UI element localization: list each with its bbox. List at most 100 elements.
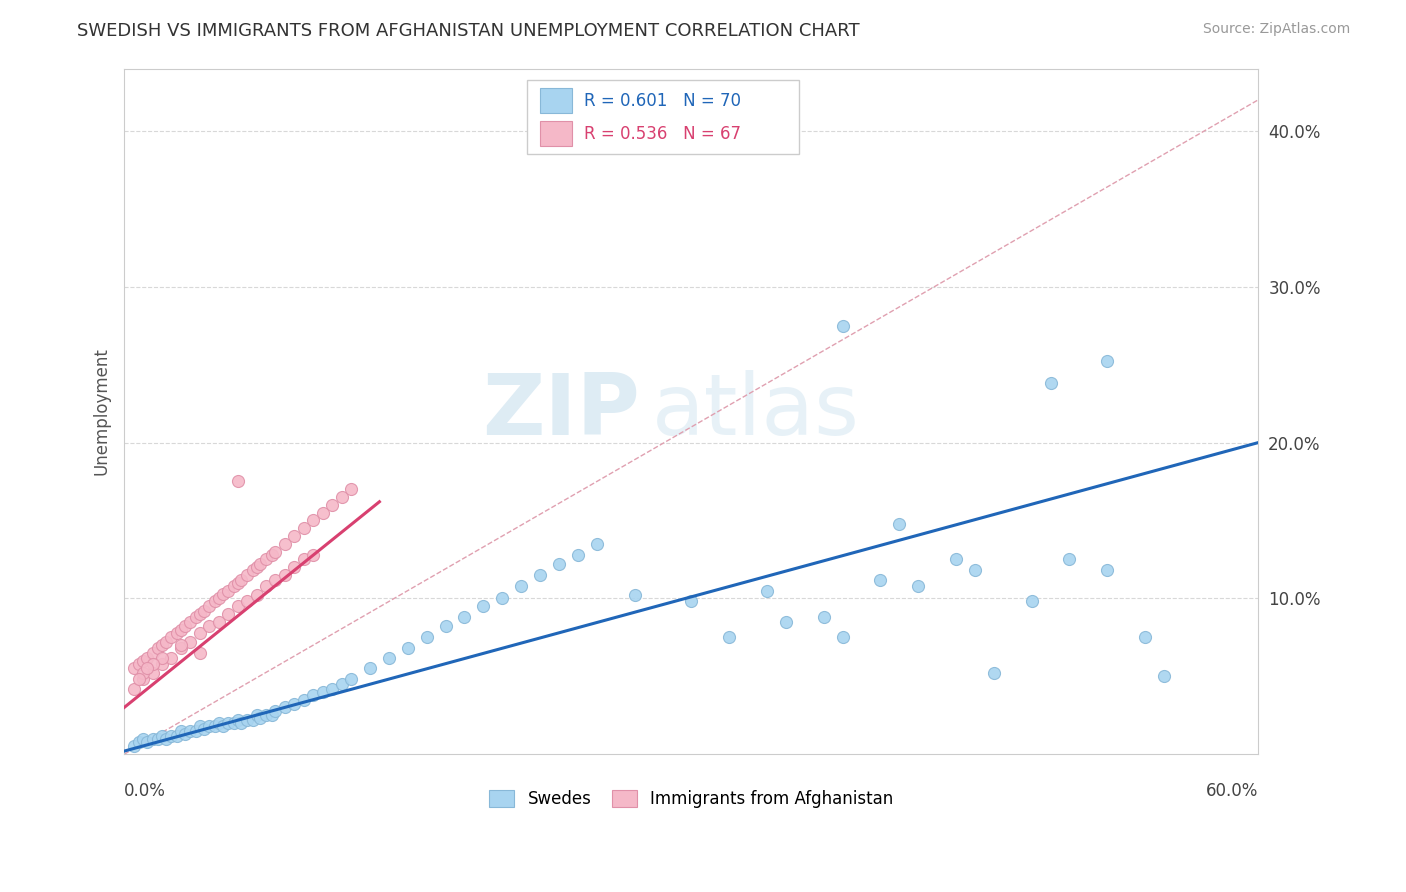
Point [585,537,607,551]
Point [142,666,165,681]
Point [226,713,249,727]
Point [148,641,170,656]
Point [135,735,157,749]
Point [211,719,233,733]
Point [231,573,253,587]
Point [148,731,170,746]
Point [155,731,177,746]
Point [529,568,551,582]
Point [249,711,271,725]
Point [245,588,267,602]
Point [831,630,853,644]
Point [292,552,315,566]
Point [193,604,215,618]
Text: R = 0.536   N = 67: R = 0.536 N = 67 [583,125,741,143]
Point [198,599,221,614]
Point [1021,594,1043,608]
Point [166,729,188,743]
Point [510,579,533,593]
Point [813,610,835,624]
Point [302,513,325,527]
Point [170,638,193,652]
Point [132,731,155,746]
Bar [540,88,572,113]
Point [135,650,157,665]
Point [242,713,264,727]
Point [226,475,249,489]
Point [198,619,221,633]
Point [340,483,363,497]
Point [122,739,145,754]
Point [567,548,589,562]
Point [330,490,353,504]
Point [170,641,193,656]
Point [1039,376,1062,391]
Point [330,677,353,691]
Point [204,594,226,608]
Point [132,666,155,681]
Point [321,498,343,512]
Point [217,583,239,598]
Point [188,719,211,733]
Point [1059,552,1081,566]
Point [472,599,495,614]
Point [184,723,207,738]
Point [222,579,245,593]
Point [434,619,457,633]
Point [211,587,233,601]
Point [155,635,177,649]
Point [208,591,231,606]
Point [889,516,911,531]
Point [222,716,245,731]
Point [231,716,253,731]
Point [907,579,929,593]
Point [1133,630,1156,644]
Point [188,607,211,621]
Point [1097,563,1119,577]
Point [292,692,315,706]
FancyBboxPatch shape [527,80,799,154]
Point [226,575,249,590]
Point [132,654,155,668]
Point [264,573,287,587]
Point [340,673,363,687]
Text: ZIP: ZIP [482,370,640,453]
Point [170,623,193,637]
Point [188,646,211,660]
Point [184,610,207,624]
Point [122,661,145,675]
Point [150,650,173,665]
Point [217,716,239,731]
Point [869,573,891,587]
Point [254,579,277,593]
Point [160,729,183,743]
Point [170,723,193,738]
Text: R = 0.601   N = 70: R = 0.601 N = 70 [583,92,741,110]
Point [142,731,165,746]
Point [173,727,195,741]
Point [302,688,325,702]
Point [128,657,150,671]
Point [179,635,201,649]
Point [179,615,201,629]
Point [983,666,1005,681]
Point [193,723,215,737]
Point [312,506,335,520]
Point [135,661,157,675]
Point [236,594,259,608]
Point [302,548,325,562]
Point [274,700,297,714]
Point [254,552,277,566]
Point [775,615,797,629]
Point [245,708,267,723]
Point [128,735,150,749]
Text: 60.0%: 60.0% [1206,781,1258,799]
Text: Source: ZipAtlas.com: Source: ZipAtlas.com [1202,22,1350,37]
Point [179,723,201,738]
Point [142,657,165,671]
Point [283,698,305,712]
Point [321,681,343,696]
Point [217,607,239,621]
Point [1097,354,1119,368]
Point [150,729,173,743]
